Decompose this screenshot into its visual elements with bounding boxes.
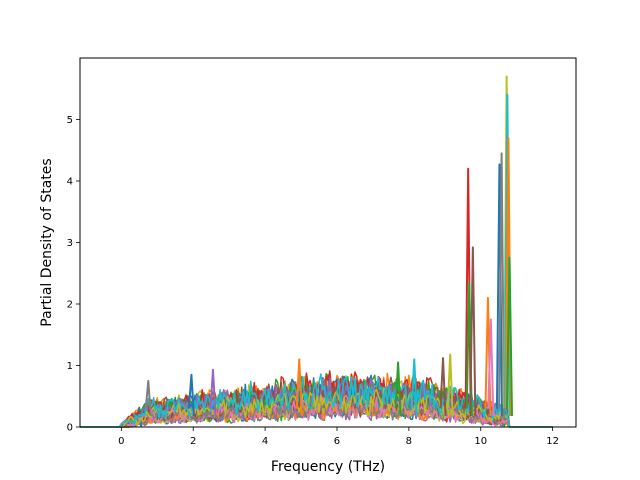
y-tick-label: 5	[67, 115, 73, 126]
pdos-peak	[469, 246, 477, 416]
series-layer	[80, 75, 553, 428]
pdos-peak	[209, 368, 217, 416]
pdos-peak	[439, 357, 447, 416]
pdos-peak	[505, 256, 514, 416]
pdos-peak	[446, 353, 454, 416]
pdos-peak	[295, 358, 303, 416]
pdos-peak	[495, 163, 503, 416]
pdos-peak	[410, 358, 418, 416]
pdos-series-line	[80, 394, 553, 428]
x-tick-label: 6	[334, 436, 340, 447]
x-axis-ticks: 0 2 4 6 8 10 12	[118, 427, 559, 447]
pdos-peak	[498, 152, 506, 416]
pdos-peak	[394, 361, 402, 416]
x-tick-label: 2	[190, 436, 196, 447]
pdos-series-line	[80, 387, 553, 428]
pdos-series-line	[80, 373, 553, 428]
x-tick-label: 8	[406, 436, 412, 447]
x-tick-label: 12	[546, 436, 559, 447]
pdos-peak	[187, 373, 195, 416]
pdos-peak	[487, 318, 495, 416]
x-axis-label: Frequency (THz)	[271, 459, 385, 475]
y-tick-label: 2	[67, 300, 73, 311]
y-axis-ticks: 0 1 2 3 4 5	[67, 115, 80, 434]
y-tick-label: 1	[67, 361, 73, 372]
x-tick-label: 10	[474, 436, 487, 447]
y-tick-label: 4	[67, 177, 73, 188]
pdos-peak	[144, 379, 152, 417]
x-tick-label: 4	[262, 436, 268, 447]
x-tick-label: 0	[118, 436, 124, 447]
y-axis-label: Partial Density of States	[39, 158, 55, 326]
y-tick-label: 3	[67, 238, 73, 249]
y-tick-label: 0	[67, 423, 73, 434]
